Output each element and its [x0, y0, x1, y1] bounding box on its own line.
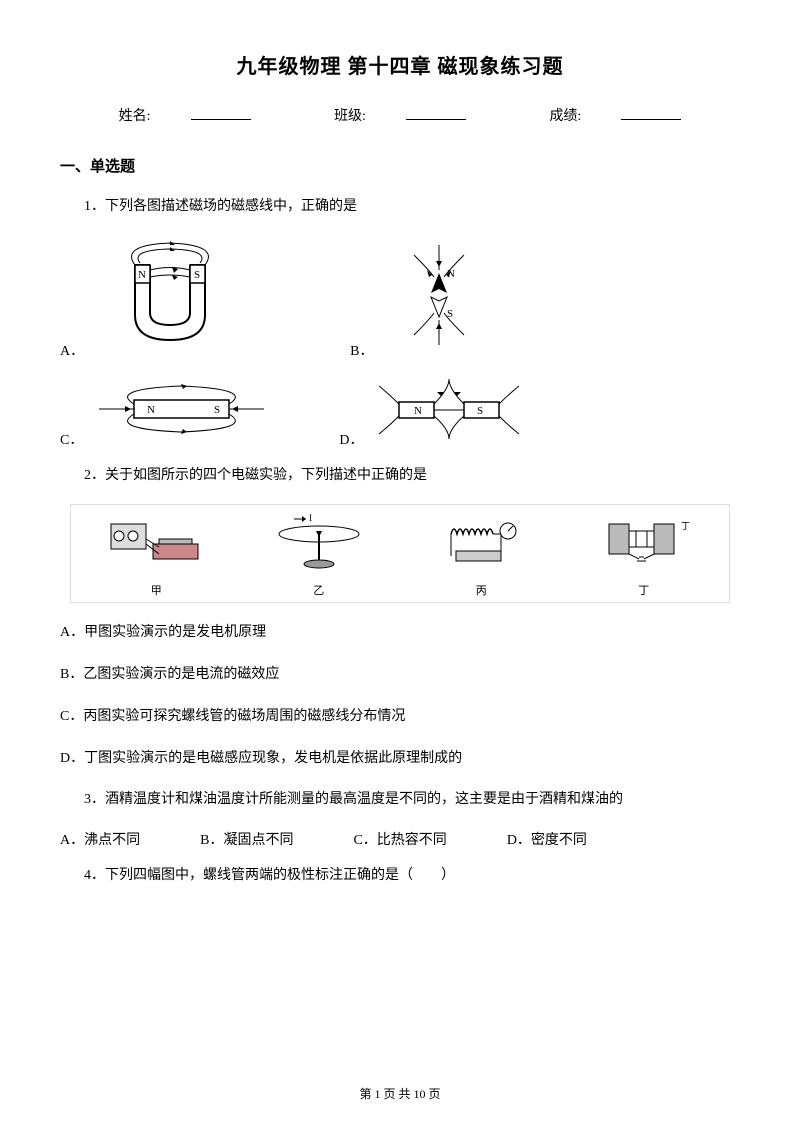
svg-text:S: S: [214, 404, 220, 416]
q1-option-a-label: A．: [60, 340, 84, 360]
q1-option-d-label: D．: [339, 429, 363, 449]
experiment-yi-icon: I 乙: [264, 509, 374, 598]
q3-option-c: C．比热容不同: [353, 829, 446, 849]
q3-options: A．沸点不同 B．凝固点不同 C．比热容不同 D．密度不同: [60, 829, 740, 849]
horseshoe-magnet-icon: N S: [90, 235, 250, 360]
svg-text:I: I: [309, 513, 312, 523]
q2-option-d: D．丁图实验演示的是电磁感应现象，发电机是依据此原理制成的: [60, 745, 740, 773]
svg-text:N: N: [414, 405, 422, 417]
svg-text:S: S: [194, 269, 200, 281]
bar-magnet-c-icon: N S: [89, 374, 269, 449]
q1-figures-row1: A． N S B．: [60, 235, 740, 360]
q1-option-b-label: B．: [350, 340, 373, 360]
svg-text:丁: 丁: [681, 521, 690, 531]
score-field: 成绩:: [529, 109, 701, 124]
experiment-bing-icon: 丙: [426, 509, 536, 598]
q1-figures-row2: C． N S D． N S: [60, 374, 740, 449]
class-field: 班级:: [314, 109, 486, 124]
section-heading: 一、单选题: [60, 155, 740, 176]
svg-text:S: S: [477, 405, 483, 417]
q3-option-b: B．凝固点不同: [200, 829, 293, 849]
name-field: 姓名:: [99, 109, 271, 124]
q3-option-d: D．密度不同: [507, 829, 587, 849]
page-title: 九年级物理 第十四章 磁现象练习题: [60, 50, 740, 79]
compass-field-icon: N S: [379, 235, 499, 360]
svg-text:N: N: [138, 269, 146, 281]
q2-option-b: B．乙图实验演示的是电流的磁效应: [60, 661, 740, 689]
two-poles-icon: N S: [369, 374, 529, 449]
q1-option-c-label: C．: [60, 429, 83, 449]
question-4-text: 4．下列四幅图中，螺线管两端的极性标注正确的是（ ）: [84, 863, 740, 888]
question-3-text: 3．酒精温度计和煤油温度计所能测量的最高温度是不同的，这主要是由于酒精和煤油的: [84, 787, 740, 812]
q2-option-c: C．丙图实验可探究螺线管的磁场周围的磁感线分布情况: [60, 703, 740, 731]
q2-option-a: A．甲图实验演示的是发电机原理: [60, 619, 740, 647]
page-footer: 第 1 页 共 10 页: [0, 1085, 800, 1102]
question-1-text: 1．下列各图描述磁场的磁感线中，正确的是: [84, 194, 740, 219]
experiment-jia-icon: 甲: [101, 509, 211, 598]
svg-text:N: N: [147, 404, 155, 416]
q3-option-a: A．沸点不同: [60, 829, 140, 849]
q2-experiment-figures: 甲 I 乙 丙: [70, 504, 730, 603]
experiment-ding-icon: 丁 丁: [589, 509, 699, 598]
info-line: 姓名: 班级: 成绩:: [60, 105, 740, 125]
question-2-text: 2．关于如图所示的四个电磁实验，下列描述中正确的是: [84, 463, 740, 488]
